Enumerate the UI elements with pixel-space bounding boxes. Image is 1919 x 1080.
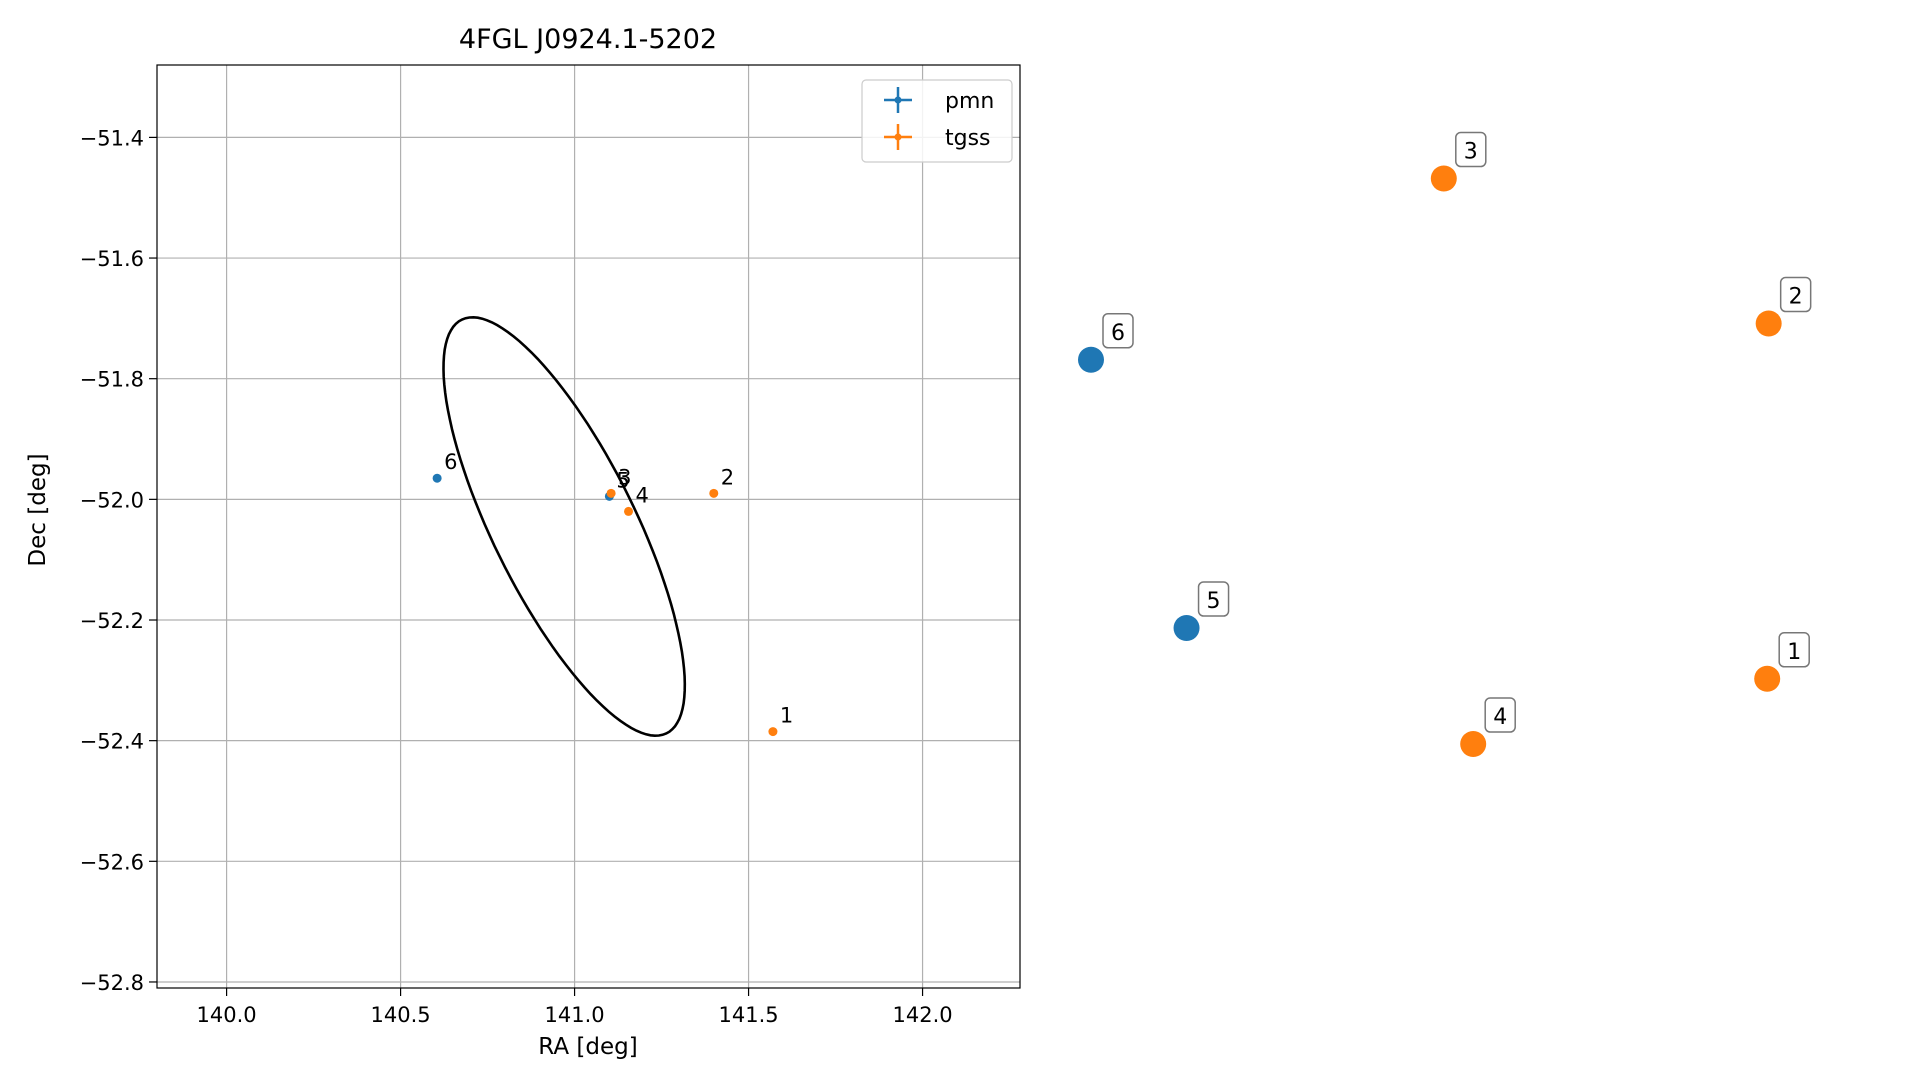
marker-label-box-1 xyxy=(1778,632,1810,668)
chart-title: 4FGL J0924.1-5202 xyxy=(459,24,717,55)
source-zoom-plot: 1 2 3 4 5 6 xyxy=(1078,131,1812,757)
marker-label-box-4 xyxy=(1484,697,1516,733)
y-tick-label: −51.8 xyxy=(80,368,144,392)
point-label-2: 2 xyxy=(721,465,734,489)
legend-label-tgss: tgss xyxy=(945,126,991,151)
x-ticks: 140.0 140.5 141.0 141.5 142.0 xyxy=(197,988,953,1027)
marker-label-5: 5 xyxy=(1207,589,1221,614)
x-axis-label: RA [deg] xyxy=(538,1034,637,1060)
pmn-marker-5 xyxy=(1173,615,1200,641)
y-axis-label: Dec [deg] xyxy=(25,453,51,566)
grid-lines xyxy=(157,65,1020,988)
marker-label-box-2 xyxy=(1779,276,1812,313)
y-tick-label: −52.6 xyxy=(80,850,144,874)
y-tick-label: −52.0 xyxy=(80,488,144,512)
y-tick-label: −52.2 xyxy=(80,609,144,633)
y-tick-label: −52.8 xyxy=(80,971,144,995)
marker-label-6: 6 xyxy=(1111,321,1125,346)
y-tick-label: −52.4 xyxy=(80,730,144,754)
source-points-layer: 5 6 1 2 34 xyxy=(432,450,793,737)
marker-label-3: 3 xyxy=(1464,140,1478,165)
legend-label-pmn: pmn xyxy=(945,89,994,114)
marker-label-1: 1 xyxy=(1787,640,1801,665)
marker-label-2: 2 xyxy=(1789,285,1803,310)
point-label-5: 5 xyxy=(616,468,629,492)
point-label-3: 3 xyxy=(618,465,631,489)
tgss-marker-4 xyxy=(1460,731,1487,757)
y-tick-label: −51.4 xyxy=(80,126,144,150)
tgss-point-2 xyxy=(709,488,719,498)
marker-label-4: 4 xyxy=(1493,705,1507,730)
tgss-point-4 xyxy=(624,506,634,516)
marker-label-box-5 xyxy=(1197,581,1230,617)
tgss-point-1 xyxy=(768,727,778,737)
x-tick-label: 140.0 xyxy=(197,1003,257,1027)
legend-marker-dot xyxy=(894,96,902,104)
marker-label-box-3 xyxy=(1455,131,1487,168)
error-ellipse xyxy=(442,315,687,738)
marker-label-box-6 xyxy=(1102,313,1134,349)
legend-marker-dot xyxy=(894,133,902,141)
pmn-point-6 xyxy=(432,473,442,483)
tgss-marker-1 xyxy=(1754,665,1781,692)
point-label-6: 6 xyxy=(444,450,457,474)
axes-frame xyxy=(156,64,1021,989)
x-tick-label: 142.0 xyxy=(893,1003,953,1027)
x-tick-label: 141.5 xyxy=(719,1003,779,1027)
pmn-marker-6 xyxy=(1078,346,1104,373)
x-tick-label: 140.5 xyxy=(371,1003,431,1027)
tgss-marker-3 xyxy=(1430,165,1457,192)
point-label-4: 4 xyxy=(636,483,649,507)
error-ellipse-layer xyxy=(442,315,687,738)
x-tick-label: 141.0 xyxy=(545,1003,605,1027)
tgss-marker-2 xyxy=(1755,310,1782,337)
tgss-point-3 xyxy=(606,488,616,498)
point-label-1: 1 xyxy=(780,704,793,728)
y-ticks: −51.4 −51.6 −51.8 −52.0 −52.2 −52.4 −52.6 −52.8 xyxy=(80,126,157,995)
legend: pmn tgss xyxy=(861,79,1013,163)
y-tick-label: −51.6 xyxy=(80,247,144,271)
